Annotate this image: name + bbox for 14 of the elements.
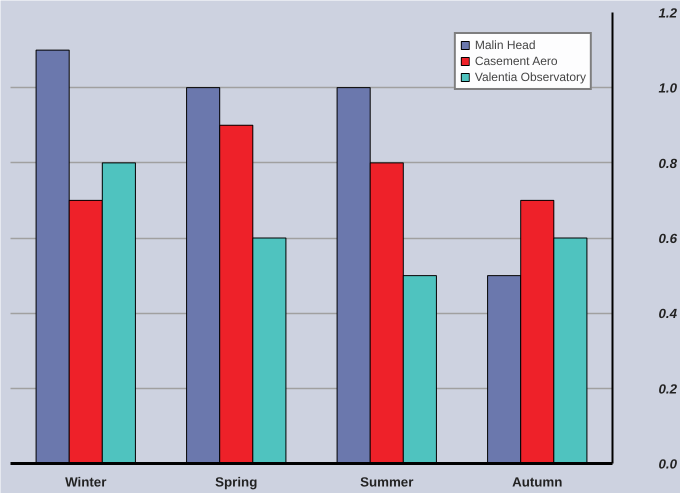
x-tick-label: Winter	[65, 474, 106, 490]
y-tick-label: 0.2	[658, 381, 678, 396]
y-tick-label: 0.0	[658, 456, 678, 472]
y-tick-label: 1.2	[658, 6, 678, 20]
x-tick-label: Spring	[215, 474, 258, 490]
legend-label: Malin Head	[474, 38, 536, 52]
y-tick-label: 0.4	[658, 306, 678, 322]
y-tick-label: 0.6	[658, 231, 678, 246]
legend-label: Valentia Observatory	[474, 70, 586, 84]
legend-label: Casement Aero	[474, 54, 558, 68]
y-tick-label: 1.0	[658, 80, 678, 96]
x-tick-label: Summer	[360, 474, 414, 490]
y-tick-label: 0.8	[658, 156, 678, 171]
x-tick-label: Autumn	[512, 474, 562, 490]
